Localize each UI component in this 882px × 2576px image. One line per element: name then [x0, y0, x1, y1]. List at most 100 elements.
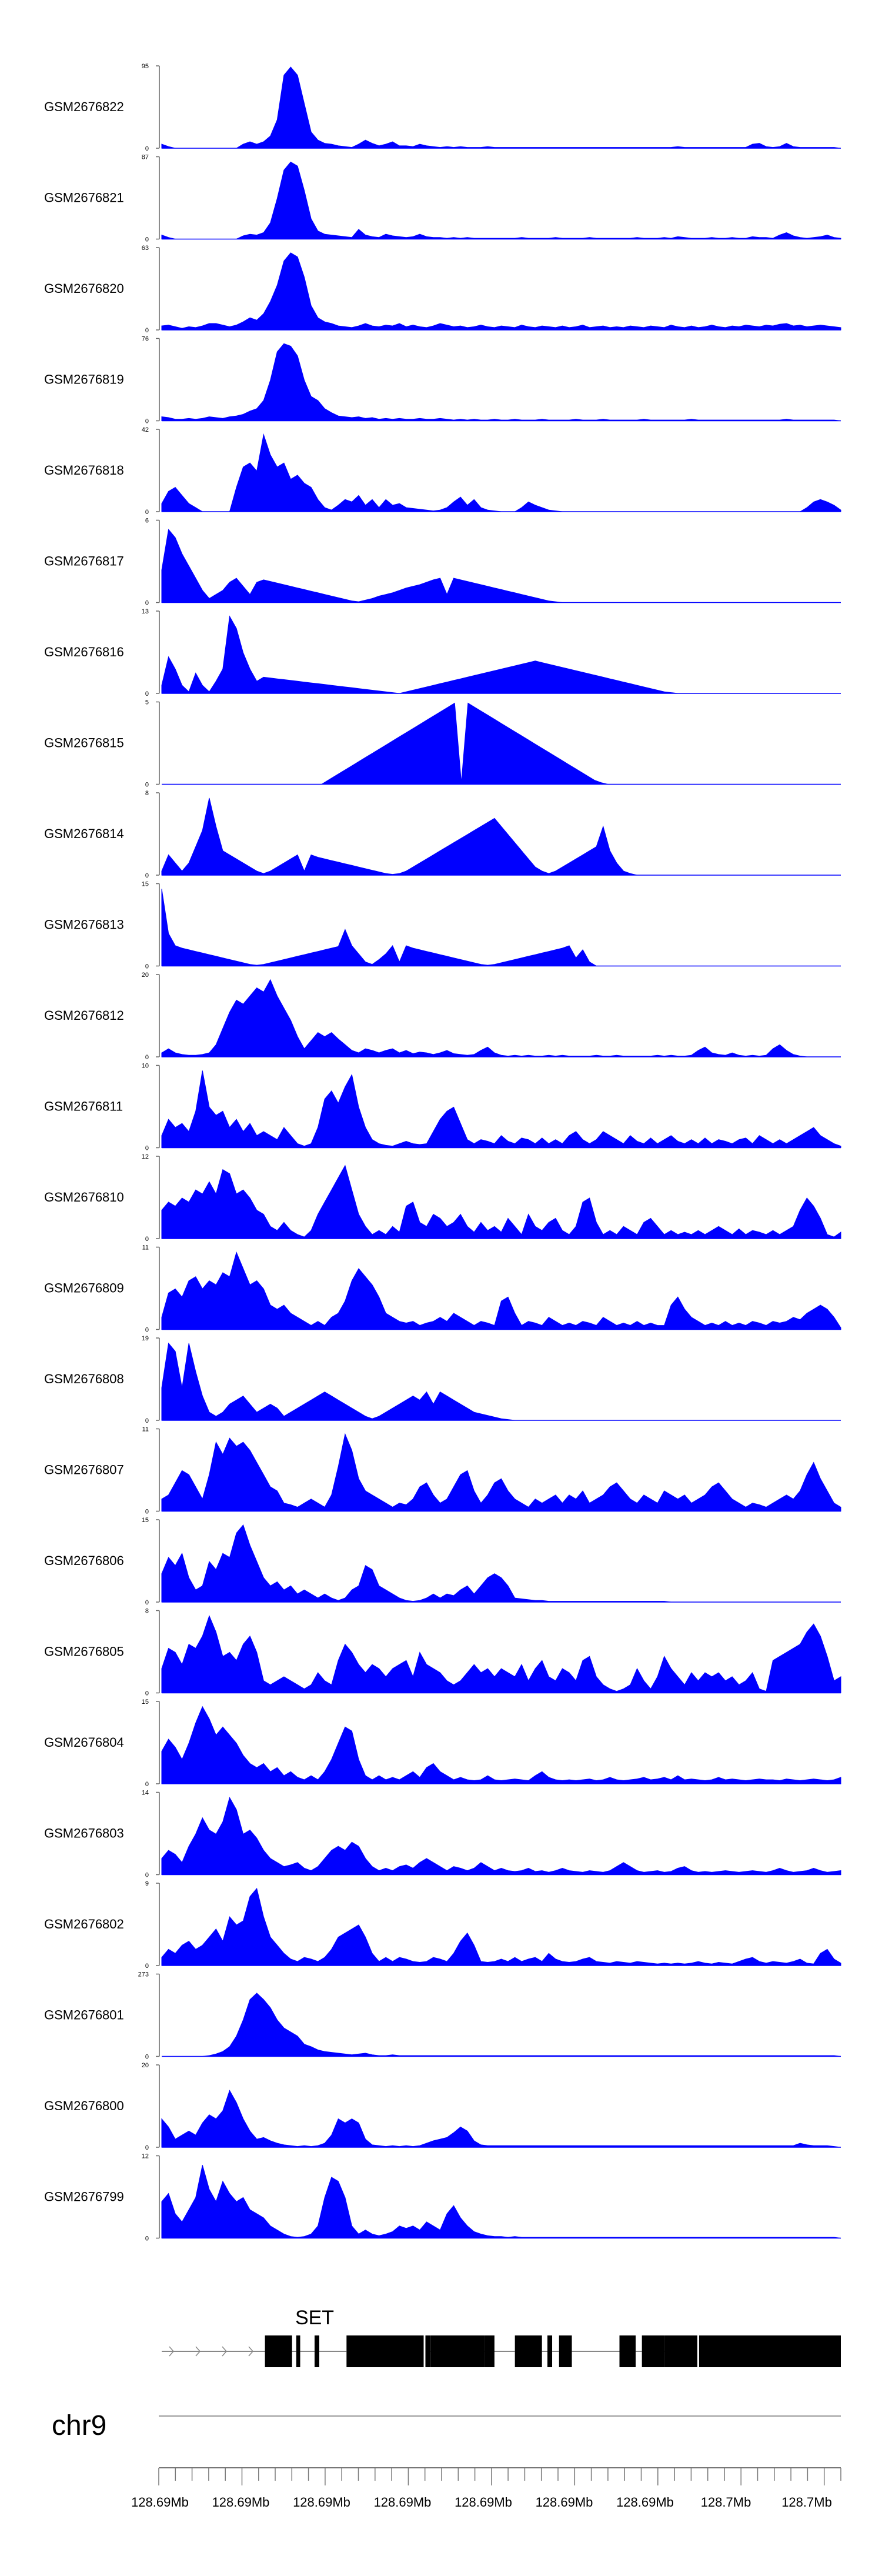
track-ymax-label: 63 — [142, 245, 149, 252]
track-label: GSM2676805 — [44, 1644, 124, 1659]
track-ymax-label: 10 — [142, 1063, 149, 1070]
gene-exon — [642, 2335, 664, 2367]
track-ymin-label: 0 — [145, 1236, 149, 1243]
track-label: GSM2676807 — [44, 1463, 124, 1477]
coverage-area — [161, 1433, 841, 1511]
track-ymin-label: 0 — [145, 2235, 149, 2243]
track-GSM2676806: GSM2676806 15 0 — [44, 1517, 841, 1606]
track-ymax-label: 15 — [142, 881, 149, 888]
gene-model-track: SET — [162, 2307, 841, 2368]
track-GSM2676817: GSM2676817 6 0 — [44, 518, 841, 607]
track-GSM2676820: GSM2676820 63 0 — [44, 245, 841, 334]
strand-arrow — [222, 2346, 227, 2357]
track-label: GSM2676818 — [44, 463, 124, 478]
track-ymax-label: 9 — [145, 1880, 149, 1887]
track-GSM2676810: GSM2676810 12 0 — [44, 1153, 841, 1243]
track-ymax-label: 273 — [138, 1971, 149, 1978]
track-GSM2676805: GSM2676805 8 0 — [44, 1608, 841, 1697]
strand-arrow — [248, 2346, 253, 2357]
track-GSM2676816: GSM2676816 13 0 — [44, 608, 841, 698]
track-ymin-label: 0 — [145, 600, 149, 607]
coverage-area — [161, 2090, 841, 2148]
axis-tick-label: 128.69Mb — [374, 2495, 432, 2510]
track-ymin-label: 0 — [145, 1327, 149, 1334]
gene-exon — [314, 2335, 319, 2367]
track-ymax-label: 42 — [142, 426, 149, 433]
axis-tick-label: 128.7Mb — [701, 2495, 751, 2510]
track-label: GSM2676804 — [44, 1735, 124, 1750]
coverage-area — [161, 798, 841, 876]
track-ymax-label: 11 — [142, 1244, 149, 1252]
gene-exon — [514, 2335, 542, 2367]
track-ymin-label: 0 — [145, 1963, 149, 1970]
track-label: GSM2676801 — [44, 2008, 124, 2023]
strand-arrow — [169, 2346, 174, 2357]
track-GSM2676801: GSM2676801 273 0 — [44, 1971, 841, 2061]
track-ymin-label: 0 — [145, 145, 149, 152]
track-GSM2676813: GSM2676813 15 0 — [44, 881, 841, 970]
coverage-area — [161, 1797, 841, 1875]
axis-tick-label: 128.69Mb — [536, 2495, 593, 2510]
coverage-area — [162, 702, 841, 785]
track-GSM2676807: GSM2676807 11 0 — [44, 1426, 841, 1516]
track-label: GSM2676814 — [44, 826, 124, 841]
track-ymax-label: 20 — [142, 2062, 149, 2069]
track-ymin-label: 0 — [145, 872, 149, 879]
track-label: GSM2676803 — [44, 1826, 124, 1841]
axis-tick-label: 128.69Mb — [616, 2495, 674, 2510]
axis-tick-label: 128.69Mb — [212, 2495, 270, 2510]
axis-tick-label: 128.69Mb — [131, 2495, 189, 2510]
track-GSM2676799: GSM2676799 12 0 — [44, 2153, 841, 2243]
genome-axis: chr9 128.69Mb 128.69Mb 128.69Mb 128.69Mb 128.… — [52, 2410, 841, 2510]
coverage-area — [161, 1887, 841, 1966]
axis-tick-label: 128.7Mb — [781, 2495, 832, 2510]
coverage-area — [161, 433, 841, 512]
track-ymax-label: 12 — [142, 1153, 149, 1160]
track-ymin-label: 0 — [145, 2144, 149, 2151]
coverage-area — [161, 889, 841, 966]
strand-arrow — [195, 2346, 201, 2357]
track-ymax-label: 95 — [142, 63, 149, 70]
track-GSM2676802: GSM2676802 9 0 — [44, 1880, 841, 1970]
track-ymin-label: 0 — [145, 236, 149, 243]
coverage-area — [162, 1993, 841, 2057]
track-GSM2676800: GSM2676800 20 0 — [44, 2062, 841, 2151]
track-ymax-label: 15 — [142, 1517, 149, 1524]
track-label: GSM2676816 — [44, 645, 124, 659]
track-label: GSM2676799 — [44, 2190, 124, 2204]
coverage-area — [161, 1070, 841, 1148]
coverage-area — [161, 161, 841, 239]
track-ymax-label: 14 — [142, 1790, 149, 1797]
gene-exon — [484, 2335, 495, 2367]
coverage-area — [161, 529, 841, 603]
chromosome-label: chr9 — [52, 2410, 106, 2441]
coverage-area — [161, 1251, 841, 1330]
gene-exon — [425, 2335, 431, 2367]
gene-exon — [559, 2335, 572, 2367]
track-ymin-label: 0 — [145, 1599, 149, 1606]
track-GSM2676821: GSM2676821 87 0 — [44, 154, 841, 243]
track-ymax-label: 13 — [142, 608, 149, 615]
track-label: GSM2676813 — [44, 917, 124, 932]
coverage-area — [161, 1614, 841, 1693]
track-ymin-label: 0 — [145, 1054, 149, 1061]
track-ymin-label: 0 — [145, 1509, 149, 1516]
track-ymax-label: 8 — [145, 1608, 149, 1615]
track-label: GSM2676809 — [44, 1281, 124, 1296]
coverage-area — [161, 1706, 841, 1784]
coverage-tracks: GSM2676822950GSM2676821870GSM2676820630G… — [44, 63, 841, 2243]
track-ymax-label: 6 — [145, 518, 149, 525]
coverage-area — [161, 1524, 841, 1603]
track-ymin-label: 0 — [145, 1145, 149, 1152]
track-ymin-label: 0 — [145, 327, 149, 334]
coverage-area — [161, 252, 841, 331]
track-ymax-label: 8 — [145, 790, 149, 797]
track-ymin-label: 0 — [145, 963, 149, 970]
axis-tick-label: 128.69Mb — [455, 2495, 512, 2510]
track-ymax-label: 19 — [142, 1335, 149, 1342]
track-label: GSM2676806 — [44, 1553, 124, 1568]
gene-exon — [430, 2335, 485, 2367]
track-GSM2676814: GSM2676814 8 0 — [44, 790, 841, 879]
track-label: GSM2676800 — [44, 2098, 124, 2113]
track-ymax-label: 15 — [142, 1699, 149, 1706]
